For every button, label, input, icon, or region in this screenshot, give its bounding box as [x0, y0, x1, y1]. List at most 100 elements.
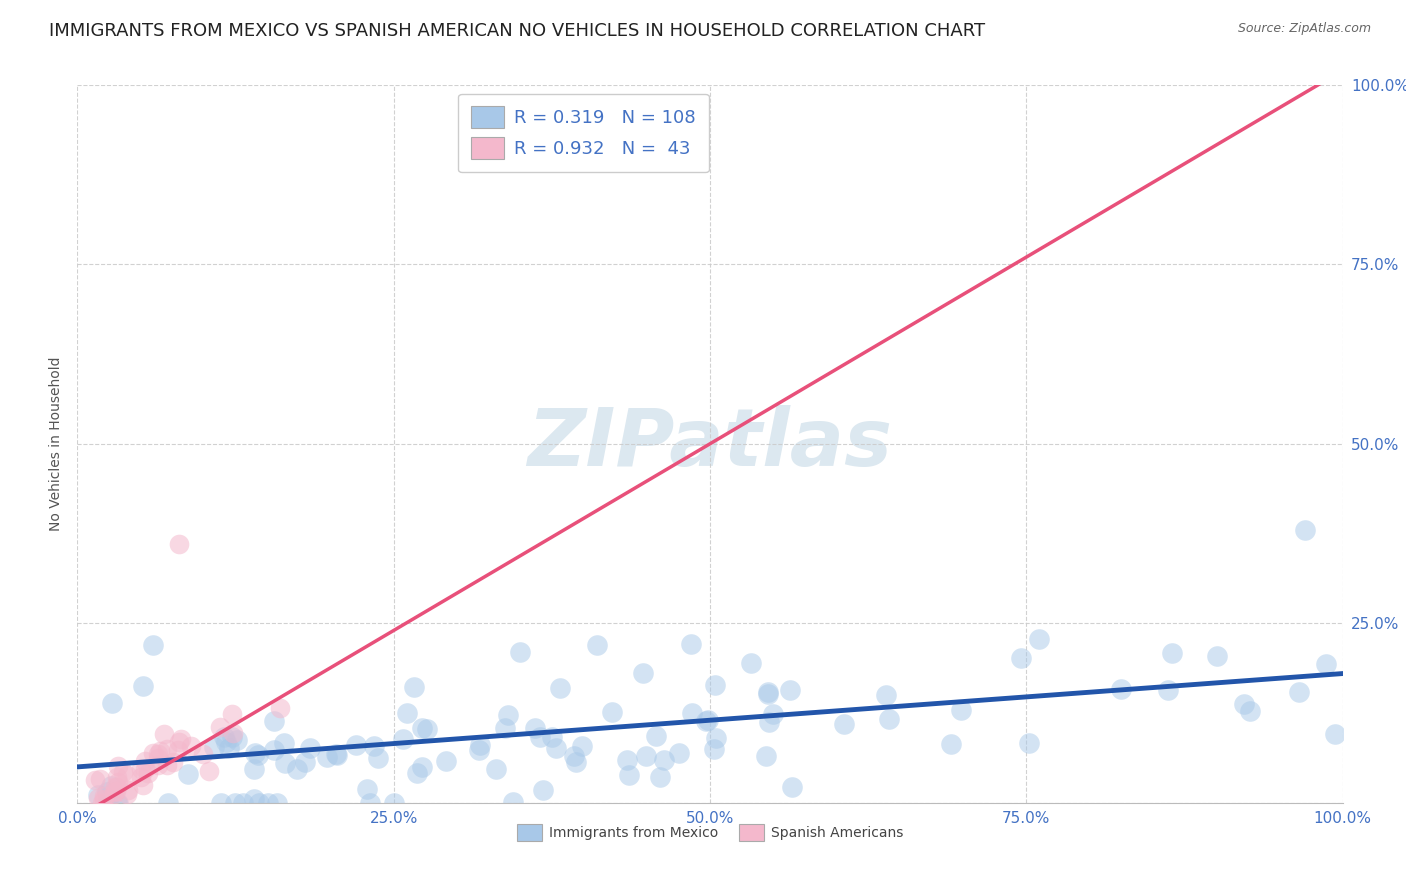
Point	[548, 681, 571, 695]
Point	[1315, 657, 1337, 671]
Point	[546, 740, 568, 755]
Point	[877, 712, 900, 726]
Point	[468, 743, 491, 757]
Point	[273, 736, 295, 750]
Point	[170, 732, 193, 747]
Point	[96, 796, 118, 810]
Point	[1109, 681, 1132, 696]
Point	[406, 766, 429, 780]
Point	[695, 714, 717, 729]
Point	[232, 796, 254, 810]
Point	[382, 796, 405, 810]
Point	[136, 765, 159, 780]
Point	[697, 713, 720, 727]
Point	[202, 740, 225, 755]
Point	[103, 785, 125, 799]
Point	[177, 766, 200, 780]
Y-axis label: No Vehicles in Household: No Vehicles in Household	[49, 357, 63, 531]
Point	[1324, 727, 1347, 741]
Point	[316, 750, 339, 764]
Point	[1205, 648, 1227, 663]
Point	[616, 753, 638, 767]
Point	[704, 731, 727, 745]
Point	[541, 730, 564, 744]
Point	[162, 756, 184, 770]
Point	[531, 783, 554, 797]
Point	[367, 751, 389, 765]
Point	[107, 796, 129, 810]
Point	[263, 743, 285, 757]
Point	[100, 779, 122, 793]
Point	[524, 722, 547, 736]
Point	[86, 791, 108, 805]
Point	[247, 796, 270, 810]
Point	[215, 735, 238, 749]
Point	[225, 733, 247, 747]
Point	[89, 772, 111, 786]
Point	[93, 791, 115, 805]
Point	[134, 762, 156, 776]
Point	[107, 759, 129, 773]
Point	[363, 739, 385, 753]
Point	[212, 730, 235, 744]
Point	[148, 747, 170, 761]
Point	[779, 682, 801, 697]
Point	[755, 749, 778, 764]
Point	[257, 796, 280, 810]
Point	[100, 696, 122, 710]
Point	[169, 735, 191, 749]
Point	[198, 764, 221, 779]
Point	[325, 747, 347, 762]
Point	[148, 750, 170, 764]
Point	[91, 796, 114, 810]
Point	[411, 760, 433, 774]
Point	[263, 714, 285, 729]
Point	[105, 780, 128, 794]
Point	[285, 762, 308, 776]
Point	[1288, 685, 1310, 699]
Point	[93, 789, 115, 803]
Point	[411, 722, 433, 736]
Point	[222, 726, 245, 740]
Point	[758, 685, 780, 699]
Point	[391, 732, 413, 747]
Point	[939, 737, 962, 751]
Point	[157, 796, 180, 810]
Point	[104, 784, 127, 798]
Point	[509, 645, 531, 659]
Point	[1028, 632, 1050, 647]
Point	[1160, 646, 1182, 660]
Point	[344, 738, 367, 752]
Point	[117, 782, 139, 797]
Point	[103, 787, 125, 801]
Point	[681, 706, 703, 721]
Point	[562, 748, 585, 763]
Point	[1239, 704, 1261, 718]
Point	[648, 770, 671, 784]
Point	[617, 768, 640, 782]
Point	[571, 739, 593, 753]
Point	[502, 795, 524, 809]
Point	[107, 775, 129, 789]
Point	[740, 656, 762, 670]
Point	[468, 738, 491, 752]
Point	[950, 703, 973, 717]
Point	[485, 762, 508, 776]
Point	[131, 770, 153, 784]
Point	[224, 796, 246, 810]
Point	[111, 764, 134, 779]
Point	[191, 747, 214, 762]
Point	[247, 748, 270, 763]
Point	[149, 744, 172, 758]
Point	[294, 756, 316, 770]
Point	[758, 715, 780, 730]
Point	[156, 742, 179, 756]
Point	[780, 780, 803, 794]
Point	[243, 747, 266, 761]
Point	[325, 747, 347, 761]
Point	[167, 743, 190, 757]
Point	[703, 741, 725, 756]
Point	[134, 754, 156, 768]
Text: IMMIGRANTS FROM MEXICO VS SPANISH AMERICAN NO VEHICLES IN HOUSEHOLD CORRELATION : IMMIGRANTS FROM MEXICO VS SPANISH AMERIC…	[49, 22, 986, 40]
Point	[298, 740, 321, 755]
